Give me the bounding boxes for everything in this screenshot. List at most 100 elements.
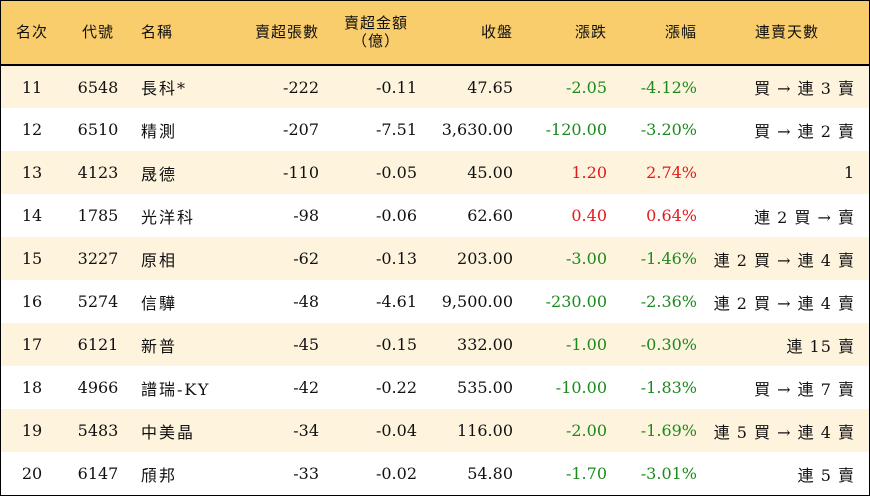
table-row: 19 5483 中美晶 -34 -0.04 116.00 -2.00 -1.69… — [1, 409, 869, 452]
cell-code: 5483 — [77, 421, 119, 440]
cell-sell-amount: -0.22 — [375, 378, 417, 397]
table-row: 18 4966 譜瑞-KY -42 -0.22 535.00 -10.00 -1… — [1, 366, 869, 409]
cell-name: 原相 — [141, 250, 178, 270]
cell-streak: 連 5 買 → 連 4 賣 — [713, 422, 855, 442]
cell-close: 3,630.00 — [441, 120, 513, 139]
cell-streak: 連 5 賣 — [797, 465, 855, 485]
cell-name: 譜瑞-KY — [141, 379, 211, 399]
cell-code: 6548 — [77, 77, 119, 97]
cell-change-pct: -3.01% — [640, 464, 697, 483]
cell-change-pct: -4.12% — [640, 77, 697, 97]
cell-name: 精測 — [141, 121, 178, 141]
header-sell-amount-line2: （億） — [351, 31, 400, 50]
cell-sell-lots: -48 — [293, 292, 319, 311]
cell-change-pct: 0.64% — [646, 206, 697, 225]
cell-code: 3227 — [77, 249, 119, 268]
table-row: 13 4123 晟德 -110 -0.05 45.00 1.20 2.74% 1 — [1, 151, 869, 194]
cell-sell-amount: -0.05 — [375, 163, 417, 182]
header-rank: 名次 — [1, 1, 63, 66]
cell-streak: 連 2 買 → 連 4 賣 — [713, 250, 855, 270]
cell-change: -120.00 — [545, 120, 607, 139]
cell-close: 54.80 — [467, 464, 513, 483]
header-sell-amount: 賣超金額 （億） — [327, 1, 425, 66]
cell-sell-lots: -222 — [283, 77, 319, 97]
header-streak: 連賣天數 — [705, 1, 869, 66]
cell-change-pct: -2.36% — [640, 292, 697, 311]
cell-name: 晟德 — [141, 164, 178, 184]
cell-streak: 買 → 連 7 賣 — [754, 379, 855, 399]
cell-close: 203.00 — [457, 249, 513, 268]
cell-change-pct: -1.46% — [640, 249, 697, 268]
header-row: 名次 代號 名稱 賣超張數 賣超金額 （億） 收盤 漲跌 漲幅 連賣天數 — [1, 1, 869, 66]
table-row: 15 3227 原相 -62 -0.13 203.00 -3.00 -1.46%… — [1, 237, 869, 280]
cell-change: -3.00 — [565, 249, 607, 268]
cell-code: 4123 — [77, 163, 119, 182]
cell-streak: 連 2 買 → 賣 — [754, 207, 855, 227]
cell-sell-amount: -0.11 — [375, 77, 417, 97]
cell-change: -230.00 — [545, 292, 607, 311]
table-row: 12 6510 精測 -207 -7.51 3,630.00 -120.00 -… — [1, 108, 869, 151]
cell-rank: 20 — [21, 464, 43, 483]
cell-change-pct: -0.30% — [640, 335, 697, 354]
cell-close: 62.60 — [467, 206, 513, 225]
cell-code: 5274 — [77, 292, 119, 311]
cell-change-pct: 2.74% — [646, 163, 697, 182]
cell-streak: 1 — [843, 163, 855, 182]
cell-change: -2.00 — [565, 421, 607, 440]
cell-change-pct: -1.83% — [640, 378, 697, 397]
cell-sell-amount: -0.06 — [375, 206, 417, 225]
cell-change: 0.40 — [571, 206, 607, 225]
cell-close: 9,500.00 — [441, 292, 513, 311]
table-row: 20 6147 頎邦 -33 -0.02 54.80 -1.70 -3.01% … — [1, 452, 869, 495]
cell-streak: 買 → 連 3 賣 — [754, 79, 855, 98]
cell-sell-amount: -0.04 — [375, 421, 417, 440]
table-row: 11 6548 長科* -222 -0.11 47.65 -2.05 -4.12… — [1, 65, 869, 108]
cell-sell-lots: -98 — [293, 206, 319, 225]
cell-close: 535.00 — [457, 378, 513, 397]
cell-rank: 17 — [21, 335, 43, 354]
cell-sell-amount: -0.15 — [375, 335, 417, 354]
cell-change-pct: -3.20% — [640, 120, 697, 139]
cell-change: 1.20 — [571, 163, 607, 182]
cell-code: 6510 — [77, 120, 119, 139]
header-change-pct: 漲幅 — [615, 1, 705, 66]
cell-change-pct: -1.69% — [640, 421, 697, 440]
cell-streak: 買 → 連 2 賣 — [754, 121, 855, 141]
header-sell-amount-line1: 賣超金額 — [343, 14, 408, 33]
cell-sell-amount: -0.13 — [375, 249, 417, 268]
cell-code: 4966 — [77, 378, 119, 397]
header-code: 代號 — [63, 1, 133, 66]
cell-sell-lots: -207 — [283, 120, 319, 139]
cell-change: -1.00 — [565, 335, 607, 354]
cell-sell-lots: -33 — [293, 464, 319, 483]
header-close: 收盤 — [425, 1, 521, 66]
table-row: 17 6121 新普 -45 -0.15 332.00 -1.00 -0.30%… — [1, 323, 869, 366]
cell-code: 6121 — [77, 335, 119, 354]
cell-change: -10.00 — [555, 378, 607, 397]
cell-rank: 18 — [21, 378, 43, 397]
cell-rank: 16 — [21, 292, 43, 311]
cell-sell-lots: -42 — [293, 378, 319, 397]
cell-sell-lots: -45 — [293, 335, 319, 354]
cell-name: 信驊 — [141, 293, 178, 313]
cell-code: 1785 — [77, 206, 119, 225]
cell-rank: 11 — [21, 77, 43, 97]
cell-sell-lots: -34 — [293, 421, 319, 440]
cell-rank: 19 — [21, 421, 43, 440]
cell-rank: 14 — [21, 206, 43, 225]
header-name: 名稱 — [133, 1, 233, 66]
cell-close: 116.00 — [457, 421, 513, 440]
cell-close: 45.00 — [467, 163, 513, 182]
cell-close: 332.00 — [457, 335, 513, 354]
cell-rank: 15 — [21, 249, 43, 268]
cell-code: 6147 — [77, 464, 119, 483]
cell-sell-lots: -110 — [283, 163, 319, 182]
cell-rank: 13 — [21, 163, 43, 182]
cell-sell-lots: -62 — [293, 249, 319, 268]
cell-streak: 連 2 買 → 連 4 賣 — [713, 293, 855, 313]
header-sell-lots: 賣超張數 — [233, 1, 327, 66]
cell-rank: 12 — [21, 120, 43, 139]
table-row: 14 1785 光洋科 -98 -0.06 62.60 0.40 0.64% 連… — [1, 194, 869, 237]
